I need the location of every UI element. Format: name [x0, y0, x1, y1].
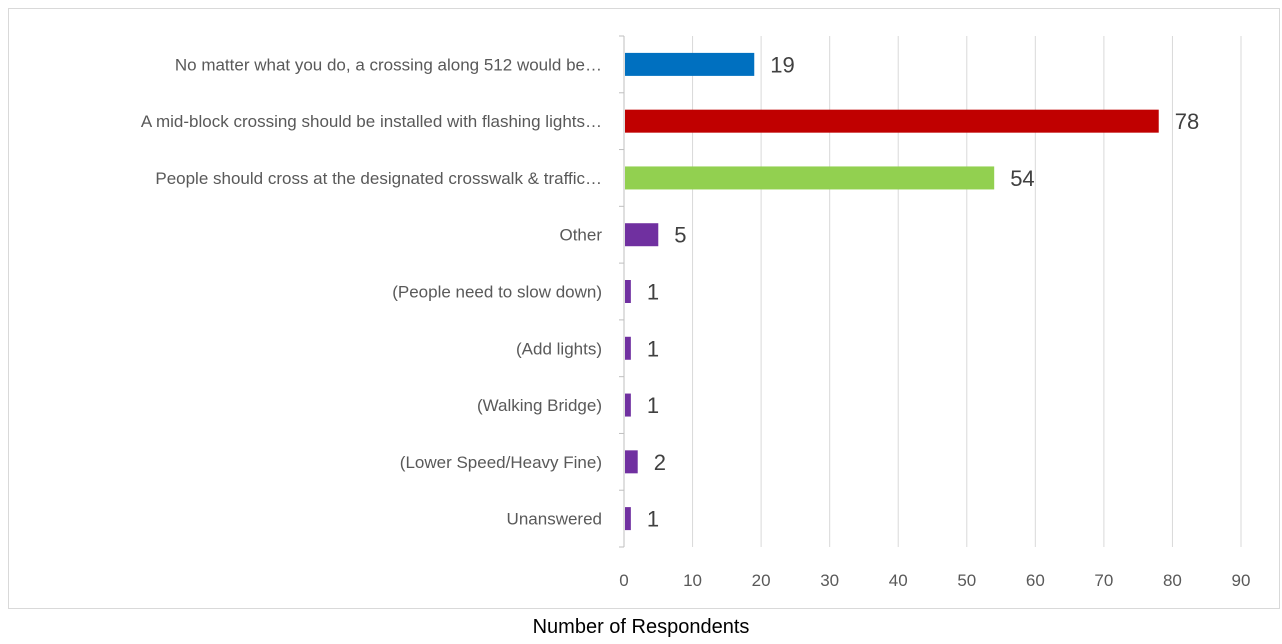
- category-label-7: (Walking Bridge): [477, 396, 602, 415]
- data-label-6: 1: [647, 336, 659, 361]
- x-tick-label-10: 10: [683, 571, 702, 590]
- category-label-8: (Lower Speed/Heavy Fine): [400, 453, 602, 472]
- x-tick-label-40: 40: [889, 571, 908, 590]
- x-tick-label-0: 0: [619, 571, 628, 590]
- bar-1: [625, 52, 755, 76]
- category-label-5: (People need to slow down): [392, 283, 602, 302]
- x-axis-title: Number of Respondents: [532, 616, 750, 638]
- data-label-2: 78: [1175, 109, 1199, 134]
- bar-6: [625, 336, 631, 360]
- x-tick-label-60: 60: [1026, 571, 1045, 590]
- data-label-1: 19: [770, 52, 794, 77]
- x-tick-label-90: 90: [1232, 571, 1251, 590]
- category-label-3: People should cross at the designated cr…: [155, 169, 602, 188]
- x-tick-label-20: 20: [752, 571, 771, 590]
- data-label-5: 1: [647, 280, 659, 305]
- x-tick-label-80: 80: [1163, 571, 1182, 590]
- bar-2: [625, 109, 1159, 133]
- category-label-2: A mid-block crossing should be installed…: [141, 112, 602, 131]
- x-tick-label-30: 30: [820, 571, 839, 590]
- category-label-9: Unanswered: [507, 510, 602, 529]
- data-label-7: 1: [647, 393, 659, 418]
- bar-7: [625, 393, 631, 417]
- category-label-1: No matter what you do, a crossing along …: [175, 55, 602, 74]
- data-label-3: 54: [1010, 166, 1034, 191]
- x-tick-label-50: 50: [957, 571, 976, 590]
- bar-9: [625, 507, 631, 531]
- data-label-9: 1: [647, 507, 659, 532]
- category-label-6: (Add lights): [516, 339, 602, 358]
- category-label-4: Other: [559, 226, 602, 245]
- chart-frame: [8, 8, 1280, 609]
- bar-8: [625, 450, 638, 474]
- x-tick-label-70: 70: [1094, 571, 1113, 590]
- bar-3: [625, 166, 995, 190]
- bar-4: [625, 223, 659, 247]
- data-label-8: 2: [654, 450, 666, 475]
- data-label-4: 5: [674, 223, 686, 248]
- bar-5: [625, 280, 631, 303]
